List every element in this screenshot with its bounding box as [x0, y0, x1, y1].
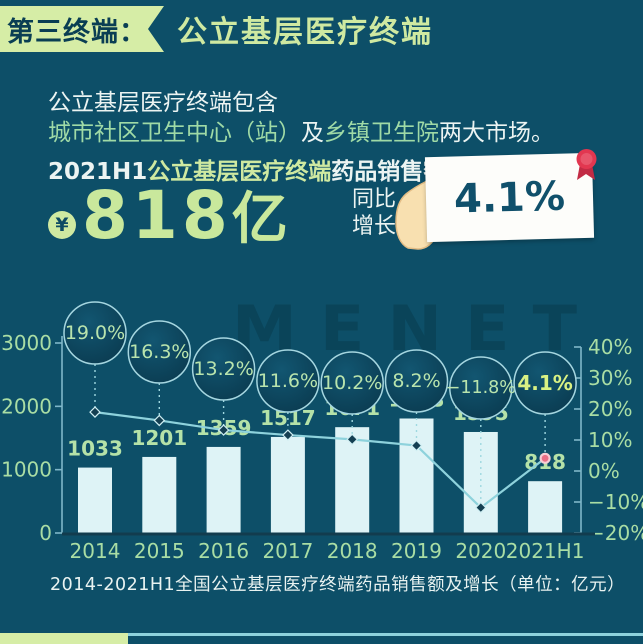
- growth-value: 4.1%: [453, 173, 566, 222]
- sales-bar: [270, 436, 305, 533]
- chart-caption: 2014-2021H1全国公立基层医疗终端药品销售额及增长（单位：亿元）: [50, 575, 626, 595]
- right-axis-label: 10%: [588, 428, 632, 452]
- growth-circle: [191, 337, 256, 401]
- bar-value-label: 1201: [131, 426, 187, 450]
- x-axis-category-label: 2019: [391, 539, 442, 563]
- growth-circle-label: 16.3%: [129, 341, 189, 363]
- x-axis-category-label: 2015: [134, 539, 185, 563]
- line-marker-current: [539, 452, 551, 464]
- growth-circle: [127, 320, 192, 384]
- growth-label-line1: 同比: [352, 187, 397, 212]
- intro-plain-1: 及: [301, 120, 324, 146]
- growth-circle-label: −11.8%: [446, 378, 516, 398]
- x-axis-category-label: 2021H1: [506, 539, 585, 563]
- yen-icon: ¥: [48, 211, 76, 239]
- growth-circle-label: 13.2%: [193, 358, 253, 380]
- line-marker-diamond: [410, 439, 423, 452]
- growth-circle: [449, 356, 513, 420]
- growth-circle-label: 19.0%: [65, 322, 125, 344]
- bar-value-label: 1033: [67, 437, 123, 461]
- growth-circle-label: 11.6%: [258, 370, 318, 392]
- intro-highlight-1: 城市社区卫生中心（站）: [48, 120, 301, 146]
- right-axis-label: −10%: [588, 490, 643, 514]
- intro-line-2: 城市社区卫生中心（站）及乡镇卫生院两大市场。: [48, 118, 554, 148]
- sales-amount-unit: 亿: [231, 187, 288, 252]
- sales-bar: [399, 418, 434, 533]
- growth-circle: [320, 351, 384, 415]
- sales-prefix: 2021H1: [48, 159, 148, 185]
- section-ribbon: 第三终端：: [0, 6, 164, 52]
- sales-amount: 818亿: [82, 183, 288, 249]
- left-axis-label: 0: [39, 521, 52, 545]
- sales-bar: [78, 467, 112, 533]
- right-axis-label: 20%: [588, 397, 632, 421]
- sales-growth-chart: 3000 2000 1000 0 40% 30% 20% 10% 0% −10% −20% 1033 1…: [1, 301, 643, 563]
- sales-bar: [463, 431, 498, 533]
- growth-card: 4.1%: [424, 152, 595, 243]
- bottom-ribbon: [0, 633, 128, 644]
- right-axis-label: −20%: [588, 521, 643, 545]
- intro-line-1: 公立基层医疗终端包含: [48, 90, 278, 116]
- left-axis-label: 3000: [1, 331, 52, 355]
- right-axis-label: 40%: [588, 335, 632, 359]
- x-axis-category-label: 2014: [70, 539, 121, 563]
- sales-highlight: 公立基层医疗终端: [147, 159, 332, 185]
- growth-line: [94, 411, 546, 510]
- sales-bar: [206, 446, 241, 533]
- line-marker-diamond: [217, 424, 230, 436]
- x-axis-category-label: 2018: [327, 539, 378, 563]
- bottom-divider-line: [128, 633, 643, 636]
- growth-circle: [256, 349, 320, 413]
- left-axis-label: 2000: [1, 394, 52, 418]
- line-marker-diamond: [346, 433, 359, 446]
- growth-circle-label: 8.2%: [392, 370, 440, 392]
- x-axis-category-label: 2020: [455, 539, 506, 563]
- line-marker-diamond: [89, 406, 101, 418]
- x-axis-category-label: 2017: [262, 539, 313, 563]
- growth-circle-label: 10.2%: [322, 372, 382, 394]
- right-axis-label: 0%: [588, 459, 620, 483]
- line-marker-diamond: [282, 429, 294, 441]
- intro-plain-2: 两大市场。: [439, 120, 554, 146]
- intro-highlight-2: 乡镇卫生院: [324, 120, 439, 146]
- sales-amount-value: 818: [82, 177, 232, 254]
- medal-icon: [576, 149, 597, 180]
- left-axis-label: 1000: [1, 458, 52, 482]
- intro-paragraph: 公立基层医疗终端包含 城市社区卫生中心（站）及乡镇卫生院两大市场。: [48, 88, 554, 148]
- growth-label: 同比 增长: [352, 186, 396, 240]
- sales-bar: [528, 481, 563, 533]
- page-title: 公立基层医疗终端: [177, 15, 433, 50]
- section-ribbon-label: 第三终端：: [7, 16, 147, 48]
- line-marker-diamond: [153, 414, 166, 427]
- sales-bar: [142, 456, 177, 533]
- growth-circle-label: 4.1%: [517, 371, 572, 395]
- growth-circle: [513, 351, 577, 415]
- line-marker-diamond: [474, 501, 487, 514]
- growth-label-line2: 增长: [352, 214, 397, 239]
- growth-circle: [63, 301, 127, 365]
- right-axis-label: 30%: [588, 366, 632, 390]
- x-axis-category-label: 2016: [198, 539, 249, 563]
- growth-circle: [384, 349, 449, 413]
